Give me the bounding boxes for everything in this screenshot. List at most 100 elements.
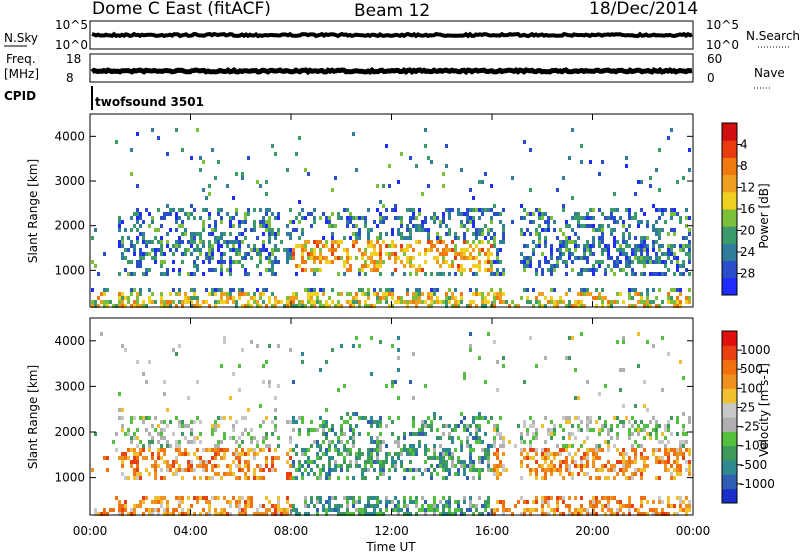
heatmap-cell [289,448,292,452]
heatmap-cell [400,260,403,264]
heatmap-cell [259,404,262,408]
heatmap-cell [526,500,529,504]
heatmap-cell [502,508,505,512]
heatmap-cell [688,420,691,424]
heatmap-cell [475,232,478,236]
heatmap-cell [583,252,586,256]
heatmap-cell [658,500,661,504]
heatmap-cell [565,456,568,460]
x-tick-label: 12:00 [374,524,409,538]
heatmap-cell [133,472,136,476]
heatmap-cell [118,304,121,308]
heatmap-cell [610,512,613,516]
heatmap-cell [658,440,661,444]
heatmap-cell [550,216,553,220]
heatmap-cell [397,456,400,460]
heatmap-cell [214,268,217,272]
colorbar-tick-label: 100 [740,381,763,395]
heatmap-cell [589,224,592,228]
heatmap-cell [637,220,640,224]
heatmap-cell [433,452,436,456]
heatmap-cell [418,212,421,216]
heatmap-cell [142,236,145,240]
colorbar-tick-label: -1000 [740,477,775,491]
heatmap-cell [493,292,496,296]
heatmap-cell [445,452,448,456]
heatmap-cell [499,292,502,296]
heatmap-cell [526,256,529,260]
heatmap-cell [199,168,202,172]
heatmap-cell [523,288,526,292]
heatmap-cell [541,228,544,232]
colorbar-swatch [722,345,737,361]
heatmap-cell [667,440,670,444]
heatmap-cell [175,448,178,452]
heatmap-cell [562,244,565,248]
heatmap-cell [367,512,370,516]
heatmap-cell [103,252,106,256]
heatmap-cell [259,448,262,452]
heatmap-cell [136,216,139,220]
heatmap-cell [241,452,244,456]
heatmap-cell [394,244,397,248]
heatmap-cell [346,224,349,228]
heatmap-cell [121,504,124,508]
heatmap-cell [568,288,571,292]
heatmap-cell [142,232,145,236]
heatmap-cell [208,248,211,252]
heatmap-cell [199,420,202,424]
heatmap-cell [622,340,625,344]
heatmap-cell [187,272,190,276]
heatmap-cell [424,144,427,148]
heatmap-cell [616,416,619,420]
heatmap-cell [478,424,481,428]
heatmap-cell [430,300,433,304]
heatmap-cell [352,440,355,444]
heatmap-cell [361,452,364,456]
heatmap-cell [622,448,625,452]
heatmap-cell [346,512,349,516]
heatmap-cell [337,452,340,456]
heatmap-cell [127,236,130,240]
heatmap-cell [259,220,262,224]
heatmap-cell [472,460,475,464]
heatmap-cell [286,500,289,504]
heatmap-cell [478,268,481,272]
heatmap-cell [133,512,136,516]
heatmap-cell [463,252,466,256]
colorbar-tick-label: 8 [740,159,748,173]
heatmap-cell [172,268,175,272]
heatmap-cell [442,504,445,508]
heatmap-cell [214,292,217,296]
y-tick-label: 2000 [54,219,85,233]
heatmap-cell [343,432,346,436]
heatmap-cell [469,348,472,352]
heatmap-cell [502,440,505,444]
heatmap-cell [577,472,580,476]
heatmap-cell [238,296,241,300]
heatmap-cell [247,464,250,468]
heatmap-cell [424,252,427,256]
heatmap-cell [121,304,124,308]
heatmap-cell [139,288,142,292]
heatmap-cell [193,420,196,424]
heatmap-cell [529,264,532,268]
heatmap-cell [643,380,646,384]
heatmap-cell [643,240,646,244]
heatmap-cell [199,456,202,460]
heatmap-cell [493,436,496,440]
heatmap-cell [589,208,592,212]
heatmap-cell [655,456,658,460]
heatmap-cell [343,236,346,240]
heatmap-cell [250,448,253,452]
heatmap-cell [580,224,583,228]
heatmap-cell [469,188,472,192]
heatmap-cell [178,236,181,240]
heatmap-cell [658,476,661,480]
heatmap-cell [556,444,559,448]
heatmap-cell [241,176,244,180]
heatmap-cell [448,496,451,500]
heatmap-cell [136,428,139,432]
heatmap-cell [301,476,304,480]
